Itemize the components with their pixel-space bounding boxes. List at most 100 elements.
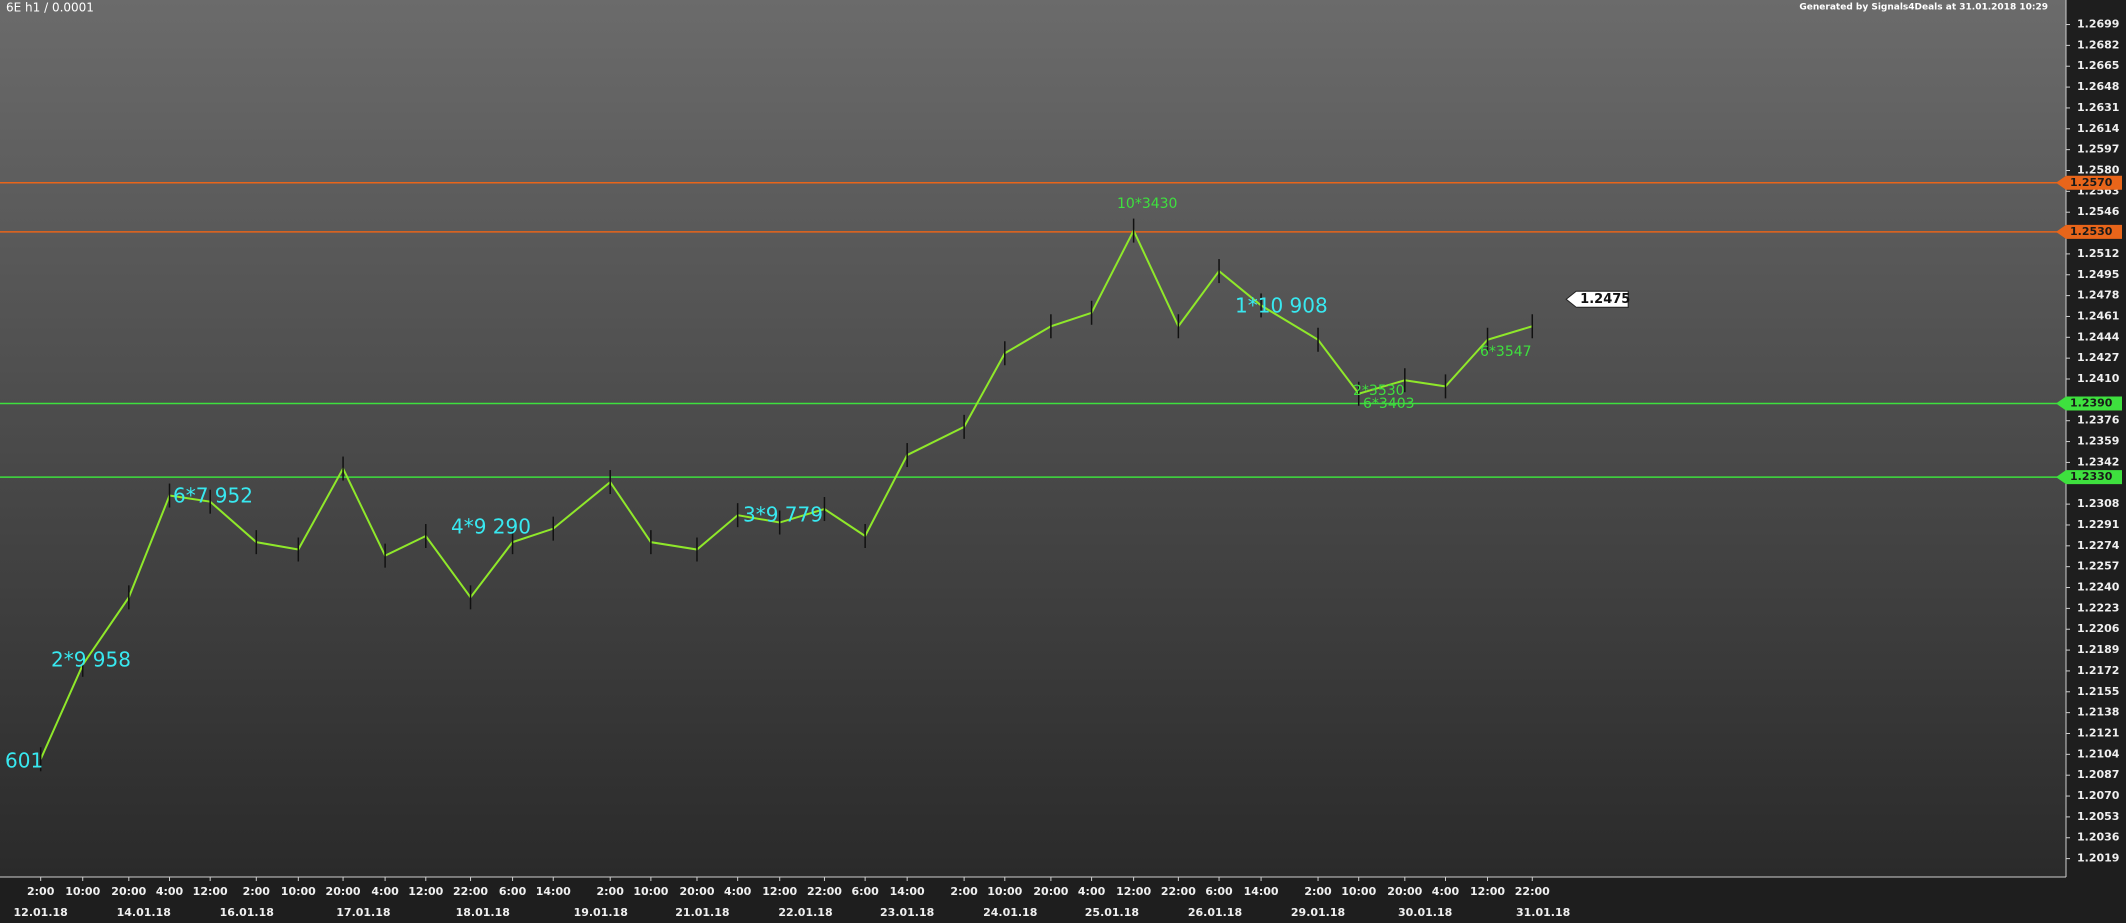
y-tick-label: 1.2444 [2077,330,2120,343]
y-tick-label: 1.2461 [2077,309,2119,322]
x-tick-label: 4:00 [1078,885,1106,898]
annotation: 6*3403 [1363,396,1415,412]
x-tick-label: 22:00 [807,885,842,898]
x-tick-label: 2:00 [597,885,625,898]
date-label: 31.01.18 [1516,906,1570,919]
x-tick-label: 12:00 [193,885,228,898]
y-tick-label: 1.2257 [2077,560,2119,573]
x-tick-label: 22:00 [1515,885,1550,898]
level-tag [2056,470,2122,485]
last-price-tag [1565,290,1629,308]
x-tick-label: 12:00 [1116,885,1151,898]
x-tick-label: 10:00 [633,885,668,898]
y-tick-label: 1.2223 [2077,601,2119,614]
x-tick-label: 2:00 [1304,885,1332,898]
y-tick-label: 1.2580 [2077,163,2120,176]
date-label: 18.01.18 [456,906,510,919]
level-tag [2056,396,2122,411]
annotation: 2*3530 [1353,383,1405,399]
y-tick-label: 1.2699 [2077,18,2119,31]
annotation: 3*9 779 [743,503,823,527]
date-label: 29.01.18 [1291,906,1345,919]
x-tick-label: 4:00 [1432,885,1460,898]
x-tick-label: 22:00 [453,885,488,898]
y-tick-label: 1.2206 [2077,622,2120,635]
annotation: 6*7 952 [173,484,253,508]
y-tick-label: 1.2121 [2077,726,2119,739]
annotation: 6*3547 [1480,344,1532,360]
date-label: 14.01.18 [117,906,171,919]
date-label: 24.01.18 [983,906,1037,919]
annotation: 601 [5,749,43,773]
y-axis-background [2066,0,2126,923]
x-tick-label: 20:00 [111,885,146,898]
x-tick-label: 2:00 [27,885,55,898]
generated-note: Generated by Signals4Deals at 31.01.2018… [1799,3,2048,13]
y-tick-label: 1.2138 [2077,706,2119,719]
y-tick-label: 1.2546 [2077,205,2120,218]
annotation: 4*9 290 [451,515,531,539]
x-tick-label: 10:00 [987,885,1022,898]
y-tick-label: 1.2597 [2077,143,2119,156]
date-label: 16.01.18 [220,906,274,919]
y-tick-label: 1.2512 [2077,247,2119,260]
x-tick-label: 14:00 [536,885,571,898]
y-tick-label: 1.2189 [2077,643,2119,656]
x-tick-label: 2:00 [243,885,271,898]
annotation: 10*3430 [1117,196,1177,212]
y-tick-label: 1.2036 [2077,831,2120,844]
x-tick-label: 12:00 [762,885,797,898]
level-label: 1.2570 [2070,176,2113,189]
x-tick-label: 6:00 [1205,885,1233,898]
y-tick-label: 1.2070 [2077,789,2120,802]
x-tick-label: 20:00 [1033,885,1068,898]
x-tick-label: 14:00 [890,885,925,898]
x-tick-label: 20:00 [1387,885,1422,898]
x-tick-label: 10:00 [281,885,316,898]
level-tag [2056,175,2122,190]
date-label: 12.01.18 [14,906,68,919]
annotation: 2*9 958 [51,648,131,672]
x-tick-label: 6:00 [499,885,527,898]
y-tick-label: 1.2155 [2077,685,2119,698]
x-axis-background [0,877,2066,923]
y-tick-label: 1.2682 [2077,38,2119,51]
x-tick-label: 6:00 [851,885,879,898]
x-tick-label: 12:00 [408,885,443,898]
annotation: 1*10 908 [1235,294,1328,318]
y-tick-label: 1.2087 [2077,768,2119,781]
y-tick-label: 1.2019 [2077,852,2119,865]
x-tick-label: 20:00 [679,885,714,898]
y-tick-label: 1.2274 [2077,539,2120,552]
date-label: 23.01.18 [880,906,934,919]
last-price-label: 1.2475 [1580,292,1630,307]
x-tick-label: 22:00 [1161,885,1196,898]
x-tick-label: 12:00 [1470,885,1505,898]
date-label: 17.01.18 [336,906,390,919]
date-label: 26.01.18 [1188,906,1242,919]
y-tick-label: 1.2376 [2077,414,2120,427]
chart-title: 6E h1 / 0.0001 [6,1,94,15]
y-tick-label: 1.2104 [2077,747,2120,760]
date-label: 21.01.18 [675,906,729,919]
x-tick-label: 20:00 [326,885,361,898]
y-tick-label: 1.2240 [2077,581,2120,594]
y-tick-label: 1.2359 [2077,435,2119,448]
y-tick-label: 1.2342 [2077,455,2119,468]
x-tick-label: 4:00 [156,885,184,898]
plot-background [0,0,2066,877]
x-tick-label: 4:00 [371,885,399,898]
level-label: 1.2530 [2070,225,2113,238]
level-tag [2056,224,2122,239]
y-tick-label: 1.2308 [2077,497,2119,510]
y-tick-label: 1.2291 [2077,518,2119,531]
y-tick-label: 1.2495 [2077,268,2119,281]
x-tick-label: 4:00 [724,885,752,898]
date-label: 19.01.18 [574,906,628,919]
y-tick-label: 1.2631 [2077,101,2119,114]
date-label: 22.01.18 [778,906,832,919]
y-tick-label: 1.2427 [2077,351,2119,364]
y-tick-label: 1.2478 [2077,289,2119,302]
y-tick-label: 1.2648 [2077,80,2119,93]
date-label: 30.01.18 [1398,906,1452,919]
